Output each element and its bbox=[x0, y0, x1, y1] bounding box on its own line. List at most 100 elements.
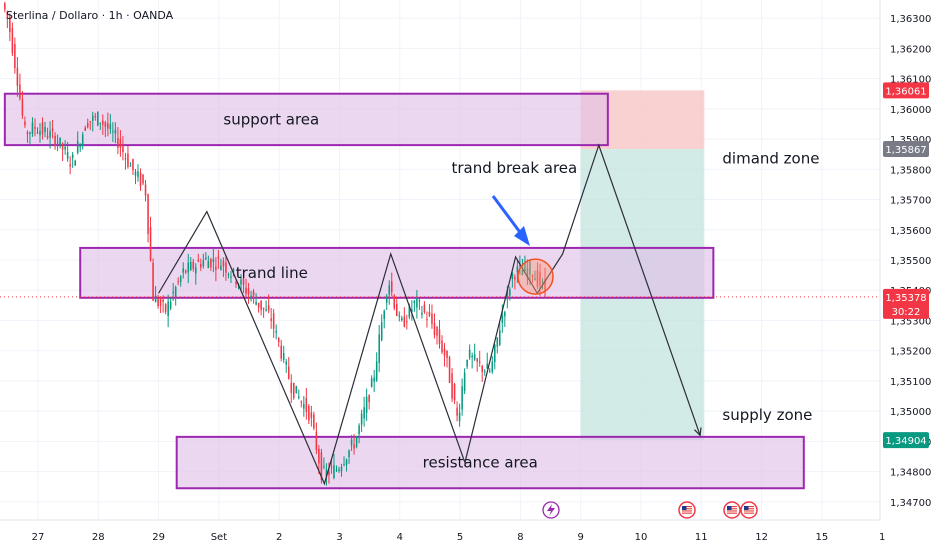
candle-body bbox=[102, 120, 104, 125]
candle bbox=[144, 180, 147, 202]
price-axis[interactable]: 1,363001,362001,361001,360001,359001,358… bbox=[879, 0, 932, 550]
flag-canton bbox=[682, 506, 687, 510]
candle-body bbox=[29, 132, 31, 134]
candle-body bbox=[245, 287, 247, 294]
candle bbox=[491, 355, 494, 374]
candle bbox=[91, 111, 94, 132]
candle bbox=[235, 280, 237, 288]
price-tick-label: 1,35500 bbox=[890, 256, 931, 267]
flag-stripe bbox=[727, 506, 737, 508]
candle-body bbox=[167, 301, 169, 317]
candle-body bbox=[197, 259, 200, 262]
time-tick-label: 4 bbox=[397, 532, 403, 543]
candle bbox=[463, 368, 466, 395]
uk-flag-event-icon bbox=[723, 501, 741, 519]
candle bbox=[11, 22, 14, 57]
candle bbox=[277, 337, 280, 348]
candle bbox=[292, 382, 295, 400]
candle-body bbox=[34, 127, 36, 129]
candle bbox=[441, 335, 443, 355]
candle bbox=[215, 257, 217, 282]
candle bbox=[418, 298, 421, 311]
candle bbox=[458, 403, 461, 427]
candle bbox=[348, 449, 350, 464]
candle-body bbox=[534, 278, 536, 281]
flag-stripe bbox=[744, 510, 754, 512]
candle-body bbox=[41, 122, 44, 134]
candle-body bbox=[436, 326, 438, 336]
candle-body bbox=[483, 371, 486, 373]
zone-resistance[interactable] bbox=[175, 435, 805, 490]
candle bbox=[290, 374, 293, 403]
candle-body bbox=[56, 142, 59, 144]
candle-body bbox=[446, 350, 448, 358]
candle-body bbox=[112, 131, 114, 133]
candle-body bbox=[202, 260, 205, 267]
candle-body bbox=[137, 171, 139, 178]
candle bbox=[275, 324, 277, 340]
candle-body bbox=[318, 448, 320, 464]
candle-body bbox=[401, 318, 403, 321]
candle bbox=[298, 389, 300, 400]
candle-body bbox=[124, 158, 127, 160]
candle bbox=[147, 193, 149, 243]
candle bbox=[300, 400, 303, 408]
projection-path bbox=[158, 143, 701, 486]
candle bbox=[179, 275, 182, 287]
candle bbox=[526, 259, 529, 286]
candle-body bbox=[4, 3, 6, 10]
candle-body bbox=[358, 425, 360, 435]
candle bbox=[102, 114, 104, 135]
candle bbox=[310, 405, 313, 427]
candle-body bbox=[144, 184, 147, 196]
candle bbox=[443, 343, 446, 367]
flag-canton bbox=[744, 506, 749, 510]
candle-body bbox=[313, 414, 315, 429]
price-tick-label: 1,35600 bbox=[890, 226, 931, 237]
price-label-bg bbox=[883, 82, 929, 99]
candle-body bbox=[117, 138, 119, 148]
candle bbox=[373, 369, 375, 393]
candle bbox=[189, 256, 192, 271]
time-axis[interactable]: 27 28 29 Set 2 3 4 5 8 9 10 11 12 15 1 bbox=[0, 519, 932, 550]
candle-body bbox=[147, 194, 149, 234]
candle bbox=[365, 388, 368, 421]
drawing-layer[interactable] bbox=[0, 143, 880, 486]
flag-stripe bbox=[682, 512, 692, 514]
candle bbox=[521, 258, 524, 276]
candle-body bbox=[504, 311, 506, 317]
candle-body bbox=[370, 378, 373, 387]
candle-body bbox=[91, 115, 94, 121]
candle bbox=[157, 294, 159, 309]
candle bbox=[159, 296, 162, 314]
candle bbox=[481, 364, 483, 382]
candle-body bbox=[169, 301, 172, 309]
candle-body bbox=[49, 131, 51, 138]
candle-body bbox=[388, 285, 391, 295]
candle-body bbox=[338, 469, 340, 472]
candle-body bbox=[413, 300, 416, 304]
candle bbox=[353, 434, 355, 455]
zone-label-resistance: resistance area bbox=[423, 454, 538, 472]
blue-arrow-head bbox=[514, 226, 530, 246]
candle-body bbox=[441, 340, 443, 353]
candle bbox=[511, 271, 514, 288]
economic-events[interactable] bbox=[542, 501, 758, 519]
candle-body bbox=[323, 466, 325, 468]
lightning-event-icon bbox=[542, 501, 560, 519]
candle-body bbox=[463, 372, 466, 392]
candle-body bbox=[398, 315, 401, 317]
candle bbox=[446, 350, 448, 368]
candle bbox=[122, 135, 124, 161]
candle bbox=[252, 288, 255, 304]
candle bbox=[46, 127, 49, 140]
candle bbox=[247, 282, 250, 304]
candle-body bbox=[16, 67, 19, 86]
candle-body bbox=[499, 330, 501, 345]
candle-body bbox=[79, 146, 81, 148]
candle-body bbox=[423, 304, 426, 313]
candle-body bbox=[295, 385, 298, 394]
candle-body bbox=[230, 276, 232, 278]
candle bbox=[129, 162, 132, 167]
